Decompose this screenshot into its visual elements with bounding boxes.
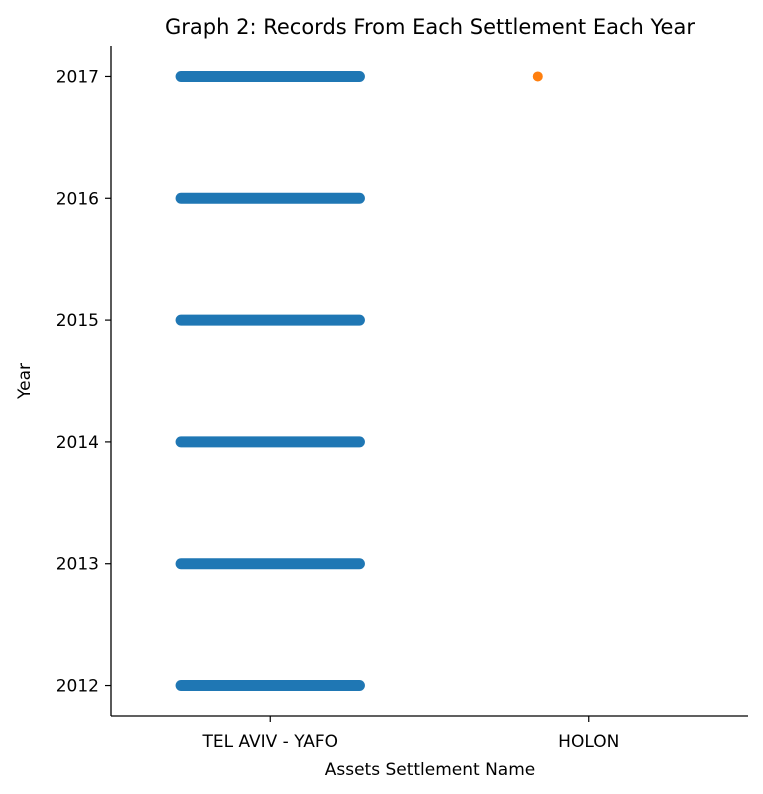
y-axis-ticks: 2012 2013 2014 2015 2016 2017 [56, 67, 111, 697]
data-point [532, 71, 543, 82]
x-tick-label: TEL AVIV - YAFO [201, 732, 338, 752]
y-tick-label: 2012 [56, 677, 99, 697]
chart-title: Graph 2: Records From Each Settlement Ea… [165, 15, 695, 39]
chart-marks [175, 70, 543, 692]
x-axis-ticks: TEL AVIV - YAFO HOLON [201, 716, 619, 752]
y-tick-label: 2013 [56, 555, 99, 575]
x-axis-label: Assets Settlement Name [325, 760, 536, 780]
y-tick-label: 2017 [56, 67, 99, 87]
y-tick-label: 2014 [56, 433, 99, 453]
y-tick-label: 2016 [56, 189, 99, 209]
y-axis-label: Year [15, 363, 35, 400]
x-tick-label: HOLON [558, 732, 619, 752]
y-tick-label: 2015 [56, 311, 99, 331]
